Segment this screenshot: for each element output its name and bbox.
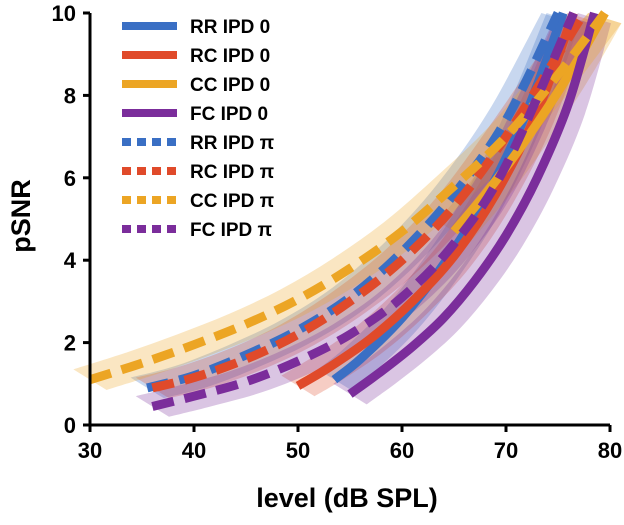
legend-label-fc-ipd-0: FC IPD 0 bbox=[190, 104, 268, 125]
line-rc-ipd-0 bbox=[295, 11, 578, 390]
series-lines bbox=[88, 10, 609, 411]
line-fc-ipd-0 bbox=[347, 11, 599, 398]
y-tick-label: 8 bbox=[64, 83, 76, 108]
y-tick-label: 2 bbox=[64, 331, 76, 356]
line-rc-ipd-pi bbox=[151, 10, 588, 393]
y-ticks: 0 2 4 6 8 10 bbox=[52, 1, 90, 438]
x-tick-label: 80 bbox=[598, 438, 622, 463]
band-cc-ipd-pi bbox=[73, 13, 622, 390]
y-axis-title: pSNR bbox=[6, 179, 36, 253]
x-tick-label: 50 bbox=[286, 438, 310, 463]
axes bbox=[88, 13, 610, 427]
legend-label-rr-ipd-0: RR IPD 0 bbox=[190, 17, 270, 38]
x-tick-label: 70 bbox=[494, 438, 518, 463]
x-axis-title: level (dB SPL) bbox=[256, 483, 438, 513]
x-tick-label: 30 bbox=[78, 438, 102, 463]
y-tick-label: 4 bbox=[64, 248, 77, 273]
legend: RR IPD 0 RC IPD 0 CC IPD 0 FC IPD 0 RR IPD π… bbox=[122, 17, 275, 241]
band-rr-ipd-pi bbox=[130, 13, 575, 399]
legend-label-rc-ipd-pi: RC IPD π bbox=[190, 162, 275, 183]
x-tick-label: 40 bbox=[182, 438, 206, 463]
x-ticks: 30 40 50 60 70 80 bbox=[78, 425, 622, 463]
legend-label-cc-ipd-0: CC IPD 0 bbox=[190, 75, 270, 96]
y-tick-label: 0 bbox=[64, 413, 76, 438]
line-fc-ipd-pi bbox=[151, 11, 578, 411]
legend-label-rr-ipd-pi: RR IPD π bbox=[190, 133, 275, 154]
y-tick-label: 10 bbox=[52, 1, 76, 26]
legend-label-rc-ipd-0: RC IPD 0 bbox=[190, 46, 270, 67]
legend-label-cc-ipd-pi: CC IPD π bbox=[190, 191, 275, 212]
y-tick-label: 6 bbox=[64, 166, 76, 191]
legend-label-fc-ipd-pi: FC IPD π bbox=[190, 220, 273, 241]
x-tick-label: 60 bbox=[390, 438, 414, 463]
